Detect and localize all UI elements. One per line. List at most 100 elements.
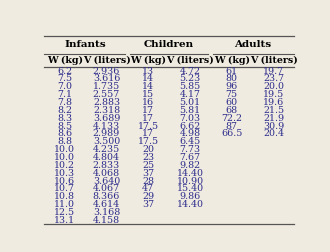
- Text: 4.158: 4.158: [93, 216, 120, 225]
- Text: 4.804: 4.804: [93, 153, 120, 162]
- Text: 28: 28: [142, 177, 154, 185]
- Text: 7.73: 7.73: [180, 145, 201, 154]
- Text: 11.0: 11.0: [54, 200, 75, 209]
- Text: 13: 13: [142, 67, 154, 76]
- Text: 61: 61: [226, 67, 238, 76]
- Text: 21.9: 21.9: [263, 114, 284, 123]
- Text: 25: 25: [142, 161, 154, 170]
- Text: 10.7: 10.7: [54, 184, 75, 194]
- Text: 10.8: 10.8: [54, 192, 75, 201]
- Text: 14.40: 14.40: [177, 200, 204, 209]
- Text: 17.5: 17.5: [138, 137, 159, 146]
- Text: 3.168: 3.168: [93, 208, 120, 217]
- Text: 15.40: 15.40: [177, 184, 204, 194]
- Text: 4.72: 4.72: [180, 67, 201, 76]
- Text: 10.6: 10.6: [54, 177, 75, 185]
- Text: 4.133: 4.133: [93, 121, 120, 131]
- Text: 16: 16: [142, 98, 154, 107]
- Text: 23.7: 23.7: [263, 74, 284, 83]
- Text: 30.9: 30.9: [263, 121, 284, 131]
- Text: W (kg): W (kg): [214, 56, 250, 65]
- Text: 13.1: 13.1: [54, 216, 75, 225]
- Text: 7.0: 7.0: [57, 82, 72, 91]
- Text: 19.5: 19.5: [263, 90, 284, 99]
- Text: V (liters): V (liters): [82, 56, 130, 65]
- Text: 7.67: 7.67: [180, 153, 201, 162]
- Text: 75: 75: [226, 90, 238, 99]
- Text: W (kg): W (kg): [130, 56, 166, 65]
- Text: 10.90: 10.90: [177, 177, 204, 185]
- Text: 72.2: 72.2: [221, 114, 242, 123]
- Text: V (liters): V (liters): [250, 56, 297, 65]
- Text: 47: 47: [142, 184, 154, 194]
- Text: 5.85: 5.85: [180, 82, 201, 91]
- Text: 6.2: 6.2: [57, 67, 72, 76]
- Text: 7.5: 7.5: [57, 74, 72, 83]
- Text: 7.1: 7.1: [57, 90, 72, 99]
- Text: 3.689: 3.689: [93, 114, 120, 123]
- Text: 4.17: 4.17: [180, 90, 201, 99]
- Text: 2.557: 2.557: [93, 90, 120, 99]
- Text: 5.23: 5.23: [180, 74, 201, 83]
- Text: 10.0: 10.0: [54, 145, 75, 154]
- Text: 4.068: 4.068: [93, 169, 120, 178]
- Text: 23: 23: [142, 153, 154, 162]
- Text: 2.989: 2.989: [93, 130, 120, 138]
- Text: 3.616: 3.616: [93, 74, 120, 83]
- Text: 8.366: 8.366: [93, 192, 120, 201]
- Text: V (liters): V (liters): [166, 56, 214, 65]
- Text: 8.6: 8.6: [57, 130, 72, 138]
- Text: 3.640: 3.640: [93, 177, 120, 185]
- Text: 7.8: 7.8: [57, 98, 72, 107]
- Text: 5.81: 5.81: [180, 106, 201, 115]
- Text: 10.3: 10.3: [54, 169, 75, 178]
- Text: 6.45: 6.45: [180, 137, 201, 146]
- Text: 8.8: 8.8: [57, 137, 72, 146]
- Text: 5.01: 5.01: [180, 98, 201, 107]
- Text: 15: 15: [142, 90, 154, 99]
- Text: 4.614: 4.614: [93, 200, 120, 209]
- Text: 3.500: 3.500: [93, 137, 120, 146]
- Text: 96: 96: [226, 82, 238, 91]
- Text: 37: 37: [142, 200, 154, 209]
- Text: 19.7: 19.7: [263, 67, 284, 76]
- Text: 17: 17: [142, 106, 154, 115]
- Text: 19.6: 19.6: [263, 98, 284, 107]
- Text: 4.067: 4.067: [93, 184, 120, 194]
- Text: 80: 80: [226, 74, 238, 83]
- Text: 2.833: 2.833: [93, 161, 120, 170]
- Text: 9.82: 9.82: [180, 161, 201, 170]
- Text: 2.318: 2.318: [93, 106, 120, 115]
- Text: 17: 17: [142, 114, 154, 123]
- Text: 29: 29: [142, 192, 154, 201]
- Text: Children: Children: [144, 40, 194, 49]
- Text: 10.2: 10.2: [54, 161, 75, 170]
- Text: 68: 68: [226, 106, 238, 115]
- Text: 21.5: 21.5: [263, 106, 284, 115]
- Text: 4.98: 4.98: [180, 130, 201, 138]
- Text: 17.5: 17.5: [138, 121, 159, 131]
- Text: W (kg): W (kg): [47, 56, 83, 65]
- Text: 1.735: 1.735: [93, 82, 120, 91]
- Text: Adults: Adults: [234, 40, 271, 49]
- Text: 8.2: 8.2: [57, 106, 72, 115]
- Text: 8.5: 8.5: [57, 121, 72, 131]
- Text: 10.0: 10.0: [54, 153, 75, 162]
- Text: 60: 60: [226, 98, 238, 107]
- Text: 12.5: 12.5: [54, 208, 75, 217]
- Text: 66.5: 66.5: [221, 130, 243, 138]
- Text: 9.86: 9.86: [180, 192, 201, 201]
- Text: 20.0: 20.0: [263, 82, 284, 91]
- Text: 4.235: 4.235: [93, 145, 120, 154]
- Text: Infants: Infants: [65, 40, 106, 49]
- Text: 2.936: 2.936: [93, 67, 120, 76]
- Text: 87: 87: [226, 121, 238, 131]
- Text: 7.03: 7.03: [180, 114, 201, 123]
- Text: 20: 20: [142, 145, 154, 154]
- Text: 6.62: 6.62: [180, 121, 201, 131]
- Text: 20.4: 20.4: [263, 130, 284, 138]
- Text: 2.883: 2.883: [93, 98, 120, 107]
- Text: 8.3: 8.3: [57, 114, 72, 123]
- Text: 14: 14: [142, 74, 154, 83]
- Text: 14: 14: [142, 82, 154, 91]
